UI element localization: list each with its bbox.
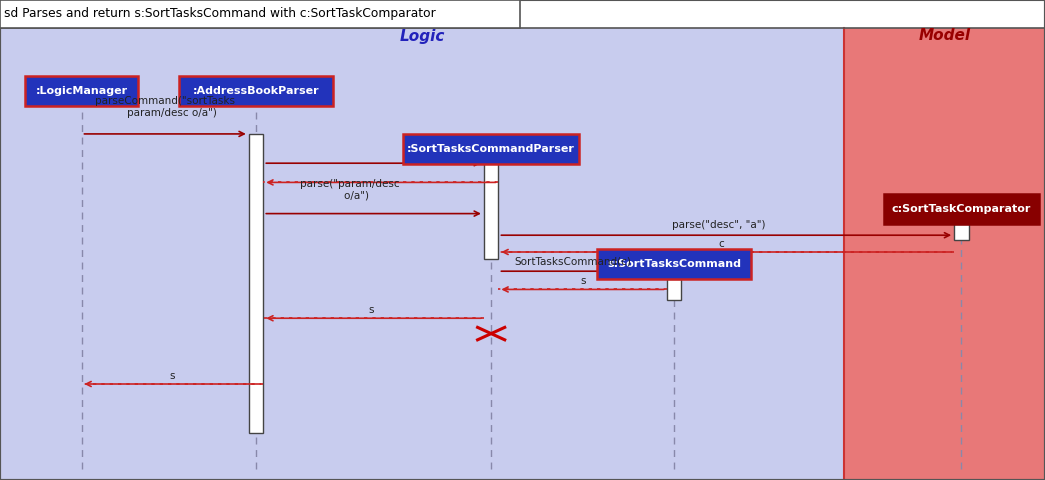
Text: s: s xyxy=(169,371,176,381)
Text: s: s xyxy=(368,305,374,315)
Text: Logic: Logic xyxy=(399,28,445,44)
Bar xyxy=(667,279,681,300)
Text: Model: Model xyxy=(919,28,971,44)
Text: c: c xyxy=(718,239,724,249)
Bar xyxy=(179,76,333,106)
Bar xyxy=(25,76,138,106)
Text: SortTasksCommand(c): SortTasksCommand(c) xyxy=(514,256,631,266)
Bar xyxy=(249,134,263,433)
Bar xyxy=(0,0,520,28)
Bar xyxy=(954,224,969,240)
Text: s:SortTasksCommand: s:SortTasksCommand xyxy=(607,259,741,269)
Text: parse("param/desc
    o/a"): parse("param/desc o/a") xyxy=(300,179,400,200)
Bar xyxy=(844,28,1045,480)
Bar xyxy=(597,249,751,279)
Bar xyxy=(884,194,1039,224)
Bar xyxy=(484,163,498,259)
Text: s: s xyxy=(580,276,586,286)
Bar xyxy=(0,28,844,480)
Text: parseCommand("sortTasks
    param/desc o/a"): parseCommand("sortTasks param/desc o/a") xyxy=(95,96,235,118)
Text: c:SortTaskComparator: c:SortTaskComparator xyxy=(891,204,1031,214)
Text: parse("desc", "a"): parse("desc", "a") xyxy=(672,220,766,230)
Text: sd Parses and return s:SortTasksCommand with c:SortTaskComparator: sd Parses and return s:SortTasksCommand … xyxy=(4,7,436,21)
Text: :LogicManager: :LogicManager xyxy=(36,86,127,96)
Bar xyxy=(403,134,579,164)
Text: :SortTasksCommandParser: :SortTasksCommandParser xyxy=(408,144,575,154)
Text: :AddressBookParser: :AddressBookParser xyxy=(192,86,320,96)
